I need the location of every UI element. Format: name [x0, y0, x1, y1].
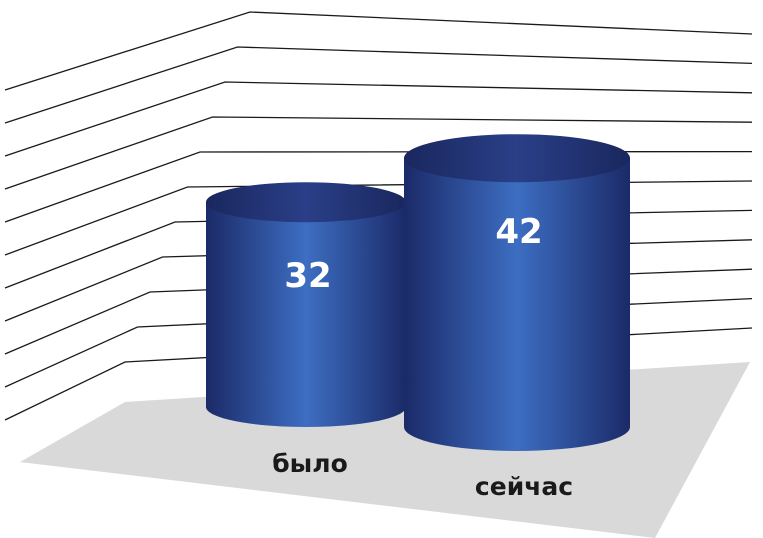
- gridline: [4, 116, 753, 190]
- gridline: [4, 81, 753, 157]
- labels: 32 было 42 сейчас: [272, 212, 573, 501]
- bar-1: [206, 182, 406, 427]
- data-label: 32: [284, 256, 331, 296]
- bar-body: [206, 202, 406, 427]
- category-label: было: [272, 449, 348, 478]
- bar-top: [404, 134, 630, 183]
- bar-top: [206, 182, 406, 223]
- data-label: 42: [495, 212, 542, 252]
- bars: [206, 134, 630, 451]
- gridline: [4, 46, 753, 124]
- bar-2: [404, 134, 630, 451]
- bar-body: [404, 158, 630, 451]
- category-label: сейчас: [475, 472, 573, 501]
- gridline: [4, 11, 753, 91]
